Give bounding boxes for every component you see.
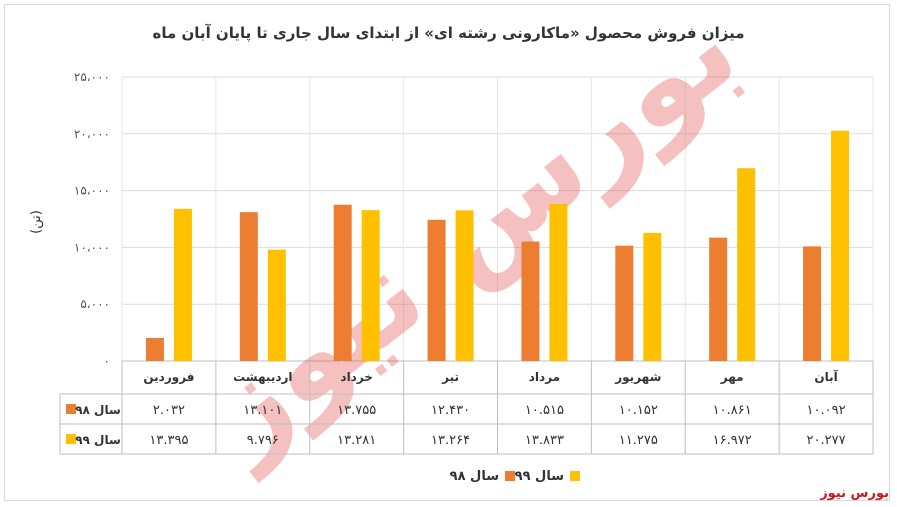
- table-cell: ۱۱.۲۷۵: [619, 433, 658, 448]
- table-cell: ۱۰.۰۹۲: [807, 403, 846, 418]
- table-cell: ۱۰.۸۶۱: [713, 403, 752, 418]
- row-header: سال ۹۹: [75, 433, 121, 447]
- bar-99-6: [737, 168, 756, 361]
- table-cell: ۲.۰۳۲: [153, 403, 185, 418]
- bar-98-6: [709, 237, 728, 361]
- y-tick-label: ۲۵،۰۰۰: [74, 70, 110, 84]
- bar-99-1: [267, 249, 286, 361]
- bar-99-7: [831, 130, 850, 361]
- category-label: اردیبهشت: [233, 370, 292, 384]
- bar-series: [145, 130, 850, 361]
- row-key-swatch: [66, 434, 76, 444]
- bar-99-4: [549, 203, 568, 361]
- bar-98-7: [803, 246, 822, 361]
- legend-entry: سال ۹۸: [450, 469, 499, 484]
- table-cell: ۱۳.۸۳۳: [525, 433, 564, 448]
- legend-entry: سال ۹۹: [515, 469, 564, 484]
- bar-98-1: [239, 212, 258, 361]
- bar-98-3: [427, 219, 446, 361]
- category-label: فروردین: [143, 370, 194, 385]
- legend: سال ۹۸ سال ۹۹: [450, 469, 580, 484]
- data-table: فروردین اردیبهشت خرداد تیر مرداد شهریور مهر آبا…: [59, 361, 874, 455]
- bar-99-0: [173, 208, 192, 361]
- row-header: سال ۹۸: [75, 403, 121, 417]
- bar-98-4: [521, 241, 540, 361]
- brand-logo-text: بورس نیوز: [820, 486, 889, 501]
- chart-title: میزان فروش محصول «ماکارونی رشته ای» از ا…: [152, 24, 745, 42]
- category-label: مهر: [720, 370, 744, 384]
- legend-swatch: [570, 471, 580, 481]
- bar-98-5: [615, 245, 634, 361]
- y-tick-label: ۵،۰۰۰: [80, 297, 110, 311]
- table-cell: ۱۳.۳۹۵: [149, 433, 188, 448]
- category-label: خرداد: [340, 370, 373, 384]
- bar-99-5: [643, 232, 662, 361]
- table-cell: ۱۲.۴۳۰: [431, 403, 470, 418]
- bar-99-2: [361, 210, 380, 361]
- table-cell: ۱۳.۱۰۱: [243, 403, 282, 418]
- y-tick-label: ۰: [104, 354, 110, 368]
- table-cell: ۱۳.۷۵۵: [337, 403, 376, 418]
- category-label: آبان: [814, 369, 838, 384]
- table-cell: ۲۰.۲۷۷: [807, 433, 846, 448]
- y-tick-label: ۲۰،۰۰۰: [74, 127, 110, 141]
- category-label: شهریور: [614, 370, 661, 385]
- table-cell: ۱۳.۲۸۱: [337, 433, 376, 448]
- category-label: تیر: [441, 370, 459, 384]
- category-label: مرداد: [529, 370, 560, 384]
- legend-swatch: [505, 471, 515, 481]
- table-cell: ۱۰.۵۱۵: [525, 403, 564, 418]
- bar-98-2: [333, 204, 352, 361]
- table-cell: ۱۶.۹۷۲: [713, 433, 752, 448]
- y-tick-label: ۱۵،۰۰۰: [74, 184, 110, 198]
- table-cell: ۱۰.۱۵۲: [619, 403, 658, 418]
- bar-98-0: [145, 337, 164, 361]
- y-tick-label: ۱۰،۰۰۰: [74, 240, 110, 254]
- table-cell: ۹.۷۹۶: [247, 433, 279, 448]
- row-key-swatch: [66, 404, 76, 414]
- y-axis-ticks: ۰ ۵،۰۰۰ ۱۰،۰۰۰ ۱۵،۰۰۰ ۲۰،۰۰۰ ۲۵،۰۰۰: [74, 70, 110, 368]
- bar-99-3: [455, 210, 474, 361]
- y-axis-label: (تن): [29, 210, 44, 234]
- table-cell: ۱۳.۲۶۴: [431, 433, 470, 448]
